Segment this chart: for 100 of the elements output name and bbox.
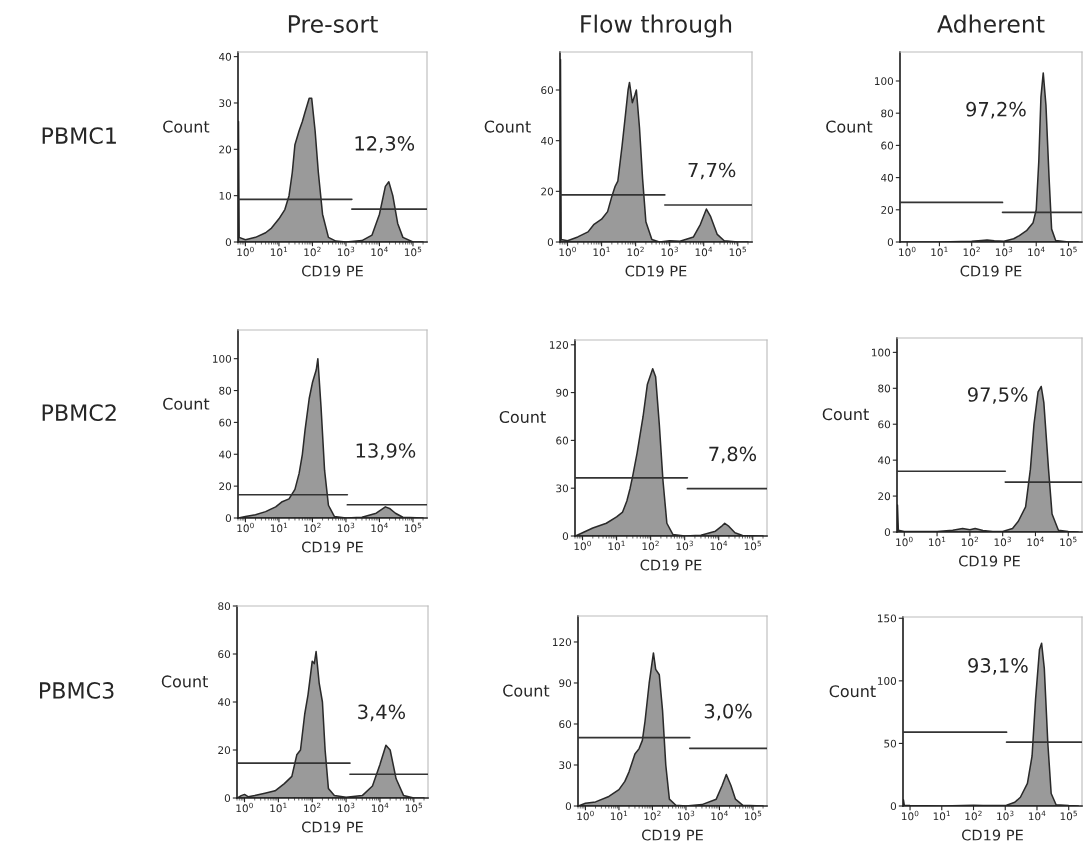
x-tick-label: 10$^{5}$ (1060, 810, 1077, 821)
y-tick-label: 40 (541, 136, 554, 145)
y-tick-label: 150 (878, 614, 897, 623)
y-tick-label: 80 (878, 384, 891, 393)
y-tick-label: 90 (559, 679, 572, 688)
annotation: 7,8% (709, 446, 757, 464)
x-tick-label: 10$^{0}$ (899, 246, 916, 257)
x-tick-label: 10$^{2}$ (304, 246, 321, 257)
annotation: 13,9% (356, 443, 416, 460)
annotation: 97,2% (966, 101, 1026, 119)
y-tick-label: 120 (550, 341, 569, 349)
y-axis-title: Count (822, 408, 869, 421)
x-tick-label: 10$^{0}$ (574, 540, 591, 551)
x-axis-title: CD19 PE (302, 265, 363, 277)
y-axis-title: Count (499, 410, 546, 424)
x-tick-label: 10$^{4}$ (371, 802, 389, 813)
x-tick-label: 10$^{1}$ (270, 522, 288, 533)
y-tick-label: 0 (562, 532, 569, 541)
x-tick-label: 10$^{3}$ (338, 802, 355, 813)
y-tick-label: 60 (218, 650, 231, 659)
y-tick-label: 80 (218, 602, 231, 611)
y-tick-label: 60 (878, 420, 891, 429)
y-tick-label: 0 (884, 528, 891, 537)
y-tick-label: 30 (219, 99, 232, 108)
y-tick-label: 60 (556, 436, 569, 445)
y-tick-label: 100 (872, 348, 891, 357)
y-tick-label: 60 (559, 720, 572, 729)
x-axis-title: CD19 PE (640, 559, 702, 571)
annotation: 3,0% (704, 703, 752, 721)
y-tick-label: 20 (219, 482, 232, 491)
x-tick-label: 10$^{3}$ (676, 540, 693, 551)
x-tick-label: 10$^{2}$ (642, 540, 659, 551)
y-tick-label: 60 (219, 418, 232, 427)
x-tick-label: 10$^{1}$ (929, 536, 946, 547)
x-tick-label: 10$^{3}$ (997, 810, 1014, 821)
y-tick-label: 30 (559, 761, 572, 770)
x-tick-label: 10$^{4}$ (695, 246, 713, 257)
y-tick-label: 20 (541, 187, 554, 196)
y-axis-title: Count (503, 684, 550, 697)
x-tick-label: 10$^{5}$ (404, 246, 422, 257)
y-tick-label: 60 (881, 141, 894, 150)
x-tick-label: 10$^{1}$ (270, 802, 287, 813)
y-tick-label: 30 (556, 484, 569, 493)
x-tick-label: 10$^{5}$ (1060, 536, 1077, 547)
x-tick-label: 10$^{2}$ (965, 810, 982, 821)
x-tick-label: 10$^{0}$ (236, 802, 253, 813)
y-tick-label: 0 (887, 238, 894, 247)
x-axis-title: CD19 PE (642, 829, 703, 841)
x-tick-label: 10$^{4}$ (371, 522, 388, 533)
chart-title: Pre-sort (288, 15, 378, 33)
y-tick-label: 120 (553, 638, 572, 647)
x-tick-label: 10$^{1}$ (270, 246, 288, 257)
x-axis-title: CD19 PE (962, 829, 1023, 841)
x-axis-title: CD19 PE (625, 265, 687, 277)
y-axis-title: Count (161, 675, 208, 688)
y-tick-label: 40 (219, 52, 232, 61)
x-tick-label: 10$^{1}$ (610, 810, 628, 821)
text: PBMC2 (42, 404, 116, 422)
x-tick-label: 10$^{5}$ (1060, 246, 1077, 257)
x-tick-label: 10$^{3}$ (995, 246, 1013, 257)
y-tick-label: 0 (225, 238, 232, 247)
y-axis-title: Count (484, 120, 531, 133)
x-tick-label: 10$^{5}$ (744, 540, 761, 551)
y-tick-label: 90 (556, 388, 569, 397)
x-axis-title: CD19 PE (960, 265, 1022, 277)
y-tick-label: 10 (219, 191, 232, 200)
x-tick-label: 10$^{2}$ (304, 802, 321, 813)
y-tick-label: 100 (875, 77, 894, 86)
y-tick-label: 80 (219, 386, 232, 395)
y-tick-label: 100 (213, 354, 232, 363)
x-tick-label: 10$^{4}$ (1027, 536, 1044, 547)
y-axis-title: Count (163, 120, 210, 133)
x-tick-label: 10$^{3}$ (661, 246, 678, 257)
annotation: 7,7% (688, 162, 736, 180)
x-tick-label: 10$^{2}$ (627, 246, 644, 257)
y-tick-label: 0 (547, 238, 554, 247)
x-tick-label: 10$^{4}$ (710, 540, 728, 551)
y-tick-label: 80 (881, 109, 894, 118)
x-tick-label: 10$^{5}$ (405, 802, 423, 813)
x-tick-label: 10$^{2}$ (961, 536, 978, 547)
x-axis-title: CD19 PE (959, 555, 1020, 567)
annotation: 12,3% (355, 136, 415, 153)
x-tick-label: 10$^{1}$ (608, 540, 625, 551)
y-tick-label: 40 (878, 456, 891, 465)
x-tick-label: 10$^{2}$ (644, 810, 661, 821)
y-tick-label: 0 (225, 514, 232, 523)
x-tick-label: 10$^{0}$ (559, 246, 576, 257)
x-tick-label: 10$^{2}$ (304, 522, 321, 533)
y-tick-label: 40 (218, 698, 231, 707)
x-tick-label: 10$^{5}$ (744, 810, 762, 821)
x-tick-label: 10$^{4}$ (1028, 810, 1046, 821)
y-tick-label: 40 (219, 450, 232, 459)
x-tick-label: 10$^{5}$ (729, 246, 746, 257)
x-tick-label: 10$^{1}$ (931, 246, 948, 257)
y-tick-label: 100 (878, 677, 897, 685)
x-tick-label: 10$^{3}$ (337, 522, 355, 533)
chart-title: Flow through (581, 14, 732, 38)
x-tick-label: 10$^{1}$ (933, 810, 950, 821)
x-tick-label: 10$^{3}$ (994, 536, 1011, 547)
x-tick-label: 10$^{0}$ (237, 522, 254, 533)
